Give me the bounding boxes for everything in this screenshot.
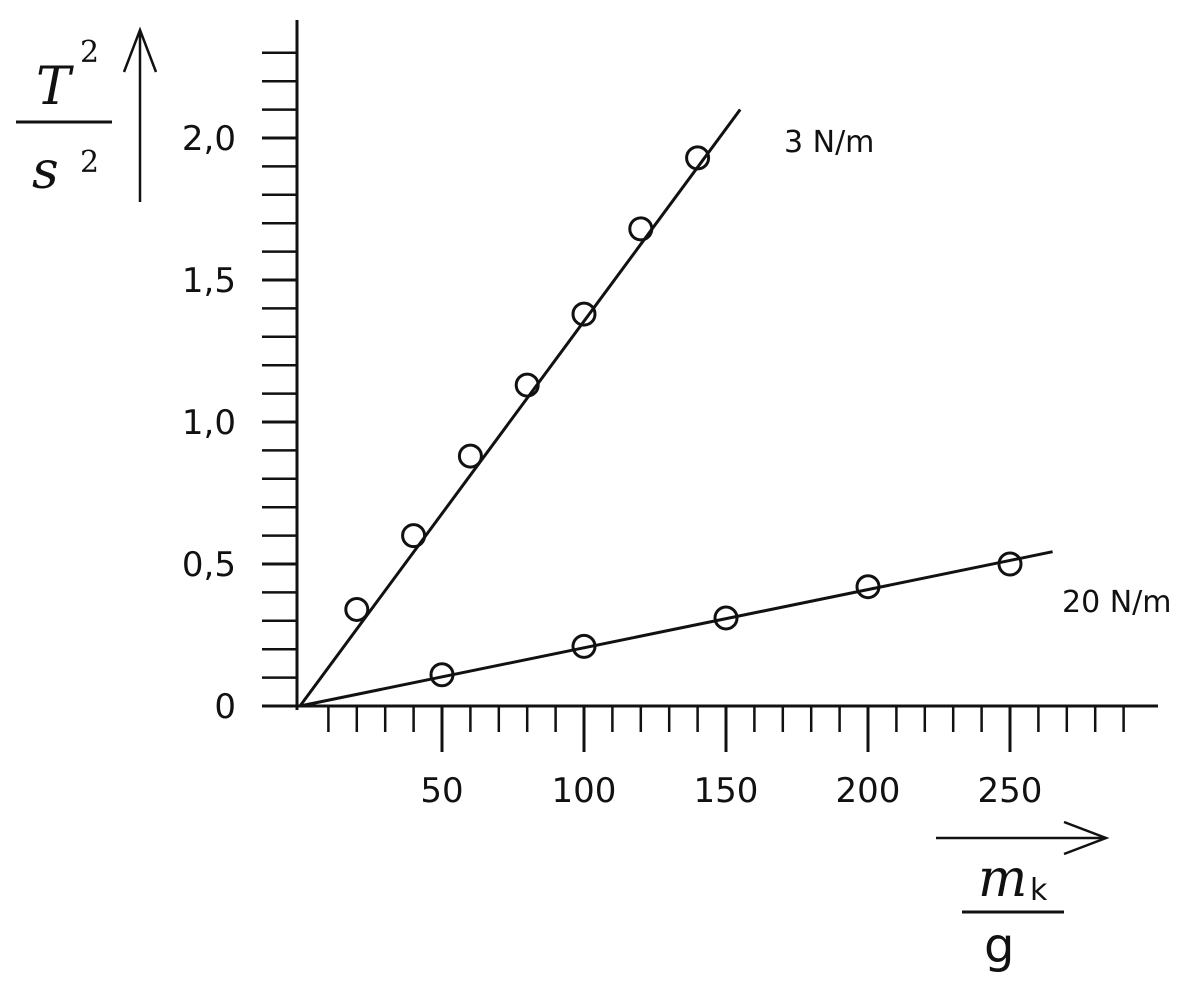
- data-point-3-n-m: [344, 596, 370, 622]
- data-point-20-n-m: [997, 551, 1023, 577]
- y-tick-label: 0,5: [182, 545, 236, 585]
- data-point-3-n-m: [628, 216, 654, 242]
- x-axis-ticks: [327, 706, 1125, 752]
- x-axis-direction-arrow: [936, 820, 1110, 856]
- y-axis-unit: s: [32, 141, 59, 201]
- x-tick-label: 250: [978, 771, 1043, 811]
- fit-line-20-n-m: [299, 550, 1053, 708]
- y-axis: [262, 20, 299, 710]
- y-tick-label: 1,0: [182, 403, 236, 443]
- y-axis-direction-arrow: [122, 26, 158, 202]
- x-axis-symbol: m: [978, 849, 1027, 909]
- x-axis: [262, 704, 1158, 752]
- data-point-3-n-m: [457, 443, 483, 469]
- data-point-20-n-m: [571, 633, 597, 659]
- x-axis-title: m k g: [936, 820, 1110, 974]
- series-label-3-n-m: 3 N/m: [784, 125, 874, 160]
- x-tick-labels: 50 100 150 200 250: [420, 771, 1042, 811]
- series-label-20-n-m: 20 N/m: [1062, 585, 1171, 620]
- data-point-20-n-m: [429, 662, 455, 688]
- y-tick-label: 0: [214, 687, 236, 727]
- y-axis-title: T 2 s 2: [16, 26, 158, 202]
- data-point-20-n-m: [855, 574, 881, 600]
- data-point-20-n-m: [713, 605, 739, 631]
- y-tick-label: 2,0: [182, 119, 236, 159]
- y-axis-unit-superscript: 2: [80, 145, 99, 180]
- y-axis-symbol-superscript: 2: [80, 35, 99, 70]
- data-point-3-n-m: [401, 523, 427, 549]
- y-axis-ticks: [262, 51, 297, 679]
- x-tick-label: 200: [836, 771, 901, 811]
- y-axis-symbol: T: [36, 57, 74, 117]
- x-tick-label: 50: [420, 771, 463, 811]
- x-tick-label: 100: [552, 771, 617, 811]
- x-axis-unit: g: [984, 918, 1014, 974]
- x-axis-symbol-subscript: k: [1030, 873, 1048, 908]
- y-tick-label: 1,5: [182, 261, 236, 301]
- x-tick-label: 150: [694, 771, 759, 811]
- fit-line-3-n-m: [298, 108, 742, 707]
- data-point-3-n-m: [514, 372, 540, 398]
- y-tick-labels: 0 0,5 1,0 1,5 2,0: [182, 119, 236, 727]
- data-point-3-n-m: [685, 145, 711, 171]
- data-point-3-n-m: [571, 301, 597, 327]
- series-layer: [298, 108, 1053, 708]
